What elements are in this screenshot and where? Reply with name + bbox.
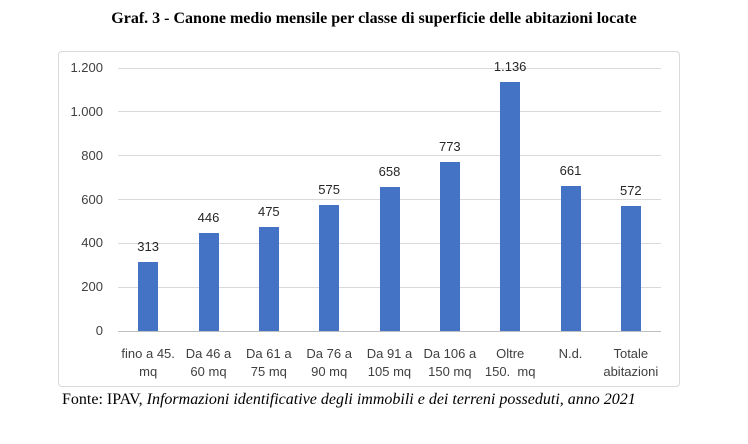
bar [319, 204, 340, 331]
bar-value-label: 661 [559, 163, 582, 179]
y-axis-tick-label: 0 [95, 323, 103, 338]
bar [258, 226, 279, 331]
bar [560, 186, 581, 331]
bar [439, 161, 460, 331]
bar [620, 205, 641, 331]
bar [198, 233, 219, 331]
y-axis-tick-label: 600 [81, 191, 103, 207]
bar-value-label: 1.136 [493, 59, 527, 75]
y-axis-tick-label: 800 [81, 147, 103, 163]
source-citation: Informazioni identificative degli immobi… [146, 391, 636, 408]
x-axis-category-label: fino a 45. mq [121, 346, 175, 379]
source-prefix: Fonte: IPAV, [62, 391, 147, 408]
bar-value-label: 658 [378, 163, 401, 179]
bar-value-label: 575 [318, 181, 340, 197]
x-axis-category-label: Totale abitazioni [603, 346, 659, 379]
x-axis-category-label: N.d. [558, 346, 583, 361]
bar-value-label: 446 [197, 210, 220, 226]
bar [379, 186, 400, 331]
x-axis-category-label: Da 76 a 90 mq [306, 346, 352, 379]
chart-frame: 1.200 1.000 800 600 400 200 0 313 fino a 45. mq 4… [58, 51, 680, 387]
y-axis-tick-label: 1.200 [70, 60, 103, 75]
bar-value-label: 475 [257, 203, 280, 219]
y-axis-tick-label: 200 [81, 279, 103, 295]
x-axis-category-label: Da 91 a 105 mq [366, 346, 413, 379]
x-axis-category-label: Da 46 a 60 mq [185, 346, 232, 379]
bar [500, 82, 521, 331]
gridline [118, 111, 661, 113]
bar-value-label: 773 [438, 138, 461, 154]
gridline [118, 155, 661, 157]
gridline [118, 67, 661, 69]
bar-value-label: 313 [137, 239, 159, 255]
chart-title: Graf. 3 - Canone medio mensile per class… [111, 10, 637, 27]
source-note: Fonte: IPAV, Informazioni identificative… [62, 391, 636, 409]
x-axis-category-label: Da 61 a 75 mq [246, 346, 292, 379]
x-axis-category-label: Da 106 a 150 mq [423, 346, 477, 379]
bar [138, 262, 159, 331]
y-axis-tick-label: 1.000 [70, 103, 103, 119]
x-axis-line [118, 330, 661, 332]
y-axis-tick-label: 400 [81, 235, 103, 251]
x-axis-category-label: Oltre 150. mq [484, 346, 536, 379]
bar-value-label: 572 [619, 182, 642, 198]
